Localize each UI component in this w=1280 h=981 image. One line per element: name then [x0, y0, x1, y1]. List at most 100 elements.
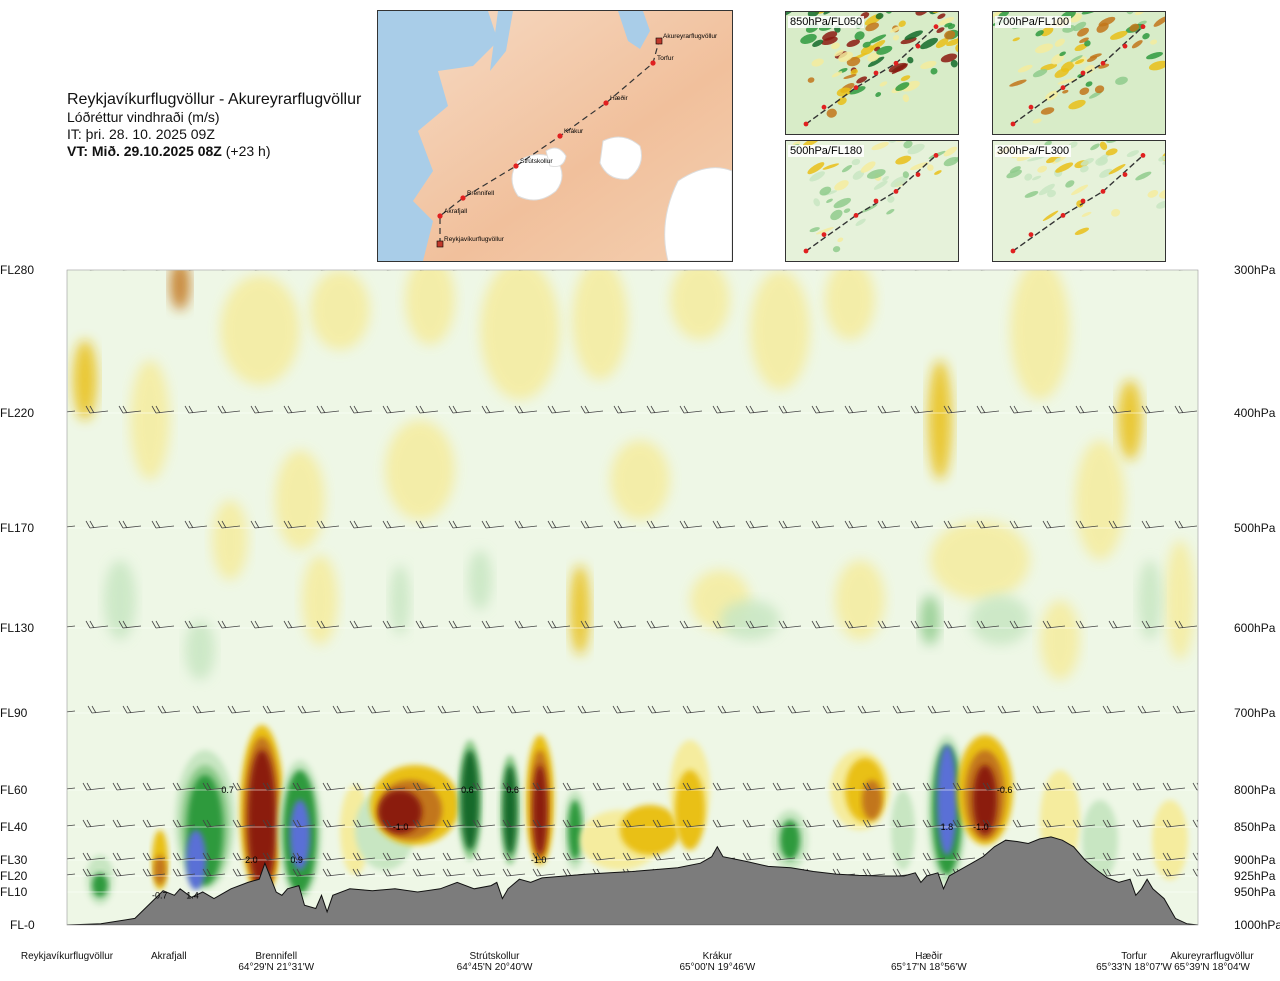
panel-field-cell [822, 163, 840, 170]
wind-barb [914, 270, 919, 271]
panel-route-point [873, 70, 879, 76]
panel-field-cell [1040, 26, 1054, 37]
panel-route-point [1060, 213, 1066, 218]
level-panel-700-label: 700hPa/FL100 [995, 16, 1072, 28]
panel-field-cell [1153, 16, 1165, 27]
vertical-velocity-field [73, 270, 1195, 905]
wind-barb [862, 782, 886, 791]
wind-barb [652, 819, 676, 828]
wind-barb [67, 824, 76, 827]
field-cell [1118, 380, 1142, 460]
wind-barb [952, 782, 976, 791]
wind-barb [1079, 270, 1084, 271]
wind-barb [1012, 782, 1036, 791]
wind-barb [382, 620, 406, 629]
wind-barb [1067, 705, 1091, 714]
panel-route-point [1080, 70, 1086, 76]
panel-field-cell [1131, 40, 1143, 49]
valid-time: VT: Mið. 29.10.2025 08Z (+23 h) [67, 143, 361, 160]
wind-barb [67, 857, 76, 860]
map-glacier-small [545, 147, 567, 167]
level-panel-850-label: 850hPa/FL050 [788, 16, 865, 28]
panel-field-cell [841, 164, 853, 173]
value-labels: 0.7 2.0 0.9 -0.7 1.4 -1.0 0.6 0.6 -1.0 1.8 -1.0 -0.… [152, 785, 1012, 900]
wind-barb [892, 782, 916, 791]
wind-barb [292, 819, 316, 828]
wind-barb [612, 705, 636, 714]
panel-field-cell [1147, 190, 1159, 198]
panel-field-cell [832, 246, 841, 253]
panel-field-cell [852, 170, 865, 180]
wind-barb [910, 405, 934, 414]
wind-barb [172, 852, 196, 861]
value-label: 2.0 [245, 855, 258, 865]
panel-field-cell [831, 71, 843, 78]
field-cell [1010, 270, 1070, 400]
map-point-marker [557, 133, 563, 139]
wind-barb [1192, 852, 1198, 861]
wind-barb [184, 405, 208, 414]
wind-barb [622, 852, 646, 861]
wind-barb [772, 852, 796, 861]
wind-barb [1162, 819, 1186, 828]
panel-field-cell [1074, 43, 1088, 52]
wind-barb [782, 270, 787, 271]
wind-barb [322, 852, 346, 861]
panel-field-cell [1135, 171, 1152, 181]
wind-barb [412, 819, 436, 828]
wind-barb [532, 852, 556, 861]
panel-field-cell [1057, 78, 1076, 85]
wind-barb [1141, 620, 1165, 629]
field-cell [185, 620, 215, 680]
map-place-label: Reykjavíkurflugvöllur [444, 236, 505, 243]
wind-barb [580, 620, 604, 629]
wind-barb [352, 819, 376, 828]
wind-barb [922, 852, 946, 861]
wind-barb [682, 705, 706, 714]
panel-field-cell [886, 208, 895, 215]
panel-field-cell [946, 38, 958, 47]
wind-barb [982, 782, 1006, 791]
wind-barb [442, 852, 466, 861]
wind-barb [316, 620, 340, 629]
field-cell [675, 770, 705, 850]
field-cell [970, 595, 1030, 645]
wind-barb [118, 620, 142, 629]
wind-barb [1108, 620, 1132, 629]
wind-barb [982, 819, 1006, 828]
wind-barb [221, 270, 226, 271]
panel-field-cell [1026, 155, 1046, 162]
wind-barb [353, 270, 358, 271]
panel-field-cell [813, 198, 821, 207]
panel-route-point [1122, 43, 1128, 49]
wind-barb [192, 705, 216, 714]
wind-barb [943, 405, 967, 414]
wind-barb [1042, 782, 1066, 791]
wind-barb [82, 782, 106, 791]
wind-barb [892, 819, 916, 828]
pressure-tick-label: 400hPa [1234, 406, 1276, 420]
wind-barb [283, 405, 307, 414]
panel-field-cell [1099, 141, 1108, 150]
map-place-label: Strútskollur [520, 158, 553, 165]
wind-barb [881, 270, 886, 271]
wind-barb [1162, 782, 1186, 791]
wind-barb [188, 270, 193, 271]
wind-barb [320, 270, 325, 271]
location-coord: 65°39'N 18°04'W [1174, 962, 1250, 973]
wind-barb [742, 852, 766, 861]
panel-field-cell [935, 38, 949, 49]
wind-barb [1132, 782, 1156, 791]
wind-barb [67, 410, 76, 413]
wind-barb [652, 782, 676, 791]
panel-field-cell [854, 31, 865, 41]
wind-barb [481, 520, 505, 529]
map-place-label: Krákur [564, 128, 584, 135]
wind-barb [502, 782, 526, 791]
wind-barb [1174, 520, 1198, 529]
map-place-label: Akureyrarflugvöllur [663, 33, 718, 40]
wind-barb [332, 705, 356, 714]
location-label: Brennifell 64°29'N 21°31'W [216, 951, 336, 973]
panel-route-point [1080, 198, 1086, 204]
